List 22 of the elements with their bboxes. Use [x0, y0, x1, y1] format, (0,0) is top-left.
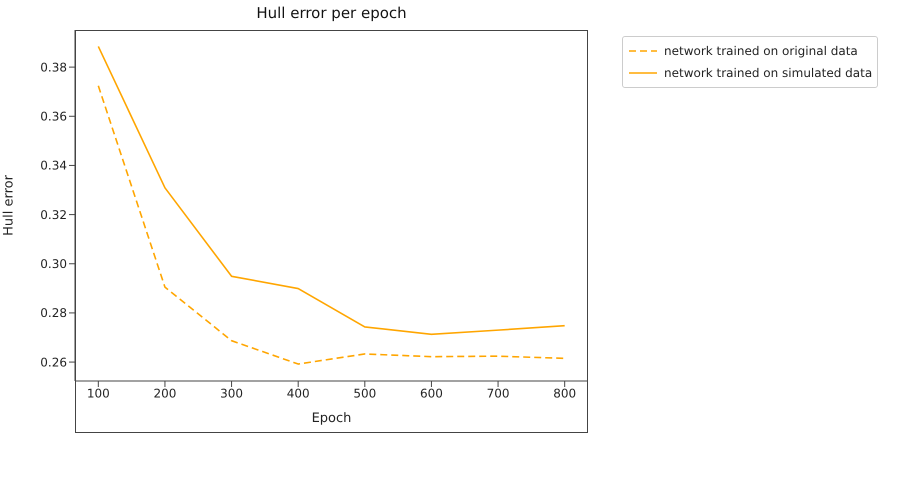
x-tick-label: 300 [220, 386, 244, 401]
y-axis-title: Hull error [2, 174, 17, 236]
x-tick-label: 200 [153, 386, 176, 401]
y-tick-label: 0.36 [40, 110, 67, 124]
y-tick-label: 0.38 [40, 60, 67, 74]
legend-label: network trained on original data [664, 44, 858, 58]
line-series [98, 84, 566, 365]
x-tick-label: 100 [86, 386, 110, 401]
y-tick-label: 0.26 [40, 355, 67, 370]
x-tick-label: 400 [286, 386, 310, 401]
x-tick-label: 600 [420, 386, 443, 401]
chart-title: Hull error per epoch [255, 4, 408, 22]
y-tick-label: 0.32 [40, 208, 67, 222]
y-tick-label: 0.34 [40, 158, 67, 173]
x-tick-label: 800 [553, 386, 576, 401]
x-axis-title: Epoch [312, 411, 352, 426]
x-tick-label: 700 [486, 386, 510, 401]
line-series [98, 46, 566, 336]
y-tick-label: 0.28 [40, 306, 67, 320]
y-tick-label: 0.30 [40, 257, 67, 272]
legend-label: network trained on simulated data [664, 66, 872, 80]
x-tick-label: 500 [353, 386, 376, 401]
